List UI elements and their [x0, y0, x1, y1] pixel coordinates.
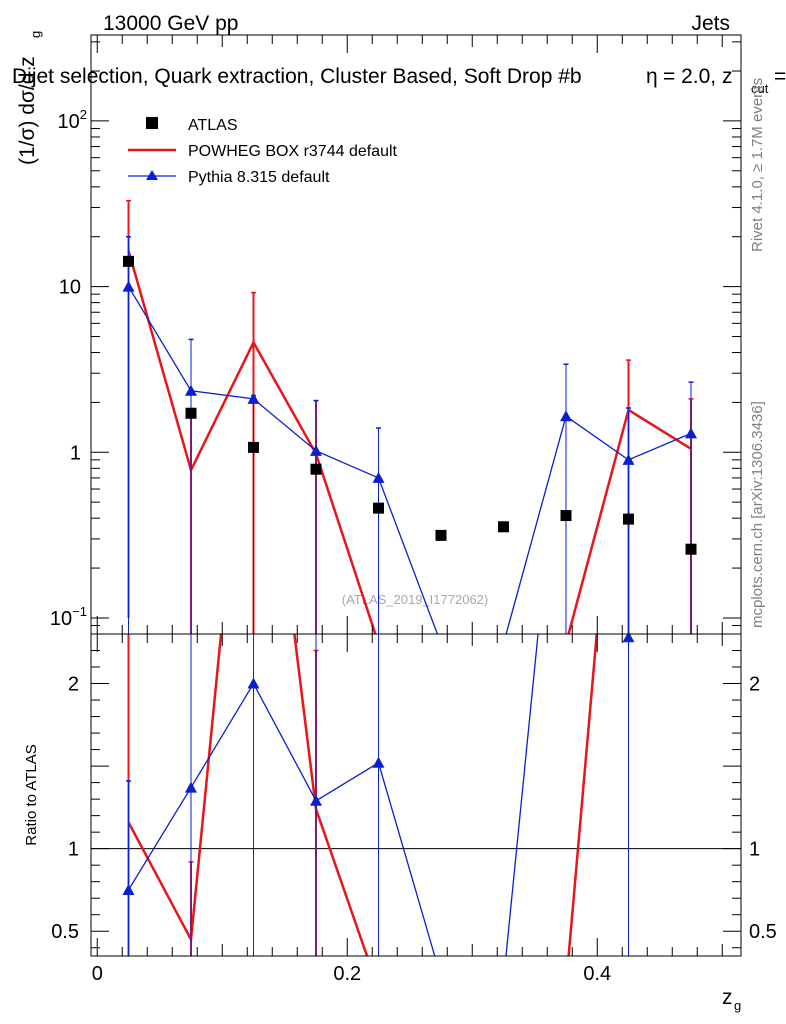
main-point-pythia — [247, 392, 260, 404]
legend-label-pythia: Pythia 8.315 default — [188, 169, 330, 186]
x-label-text: z — [722, 986, 733, 1009]
ratio-line-powheg — [127, 634, 598, 956]
ratio-y-tick-label-right: 1 — [749, 839, 760, 861]
main-y-axis-label: (1/σ) dσ/d z g — [16, 31, 43, 165]
x-tick-label: 0.2 — [333, 963, 361, 985]
main-point-atlas — [560, 510, 572, 522]
mcplots-label: mcplots.cern.ch [arXiv:1306.3436] — [749, 401, 766, 628]
plot-title-text: Dijet selection, Quark extraction, Clust… — [12, 65, 582, 88]
legend-label-powheg: POWHEG BOX r3744 default — [188, 143, 398, 160]
main-point-atlas — [123, 255, 134, 267]
x-tick-label: 0.4 — [583, 963, 611, 985]
ratio-point-pythia — [685, 182, 697, 193]
x-axis-label: z g — [722, 986, 741, 1013]
ratio-y-tick-label-left: 1 — [68, 839, 79, 861]
main-point-atlas — [623, 513, 634, 525]
ratio-series-layer — [91, 182, 741, 986]
ratio-point-pythia — [498, 975, 510, 986]
main-series-layer — [122, 199, 697, 649]
ratio-y-axis-label: Ratio to ATLAS — [23, 744, 40, 845]
category-label: Jets — [691, 12, 730, 35]
legend-marker-atlas — [146, 117, 158, 129]
x-tick-label: 0 — [92, 963, 103, 985]
ratio-point-pythia — [310, 794, 322, 806]
ratio-point-pythia — [122, 883, 135, 895]
legend-marker-pythia — [146, 170, 158, 180]
main-point-atlas — [373, 502, 384, 514]
main-y-tick-label: 10 — [59, 277, 81, 299]
ratio-line-pythia — [127, 634, 630, 956]
ratio-point-pythia — [247, 677, 260, 689]
main-point-pythia — [435, 638, 447, 649]
main-point-pythia — [122, 280, 135, 292]
main-point-atlas — [685, 543, 697, 555]
main-y-label-sub: g — [28, 31, 43, 38]
x-label-sub: g — [734, 998, 741, 1013]
main-point-atlas — [185, 407, 197, 419]
ratio-point-pythia — [185, 781, 197, 793]
main-y-tick-label: 1 — [70, 442, 81, 464]
main-point-atlas — [310, 463, 322, 475]
ratio-point-pythia — [372, 756, 385, 768]
main-point-atlas — [435, 529, 447, 541]
ratio-plot-frame — [90, 633, 742, 957]
ratio-point-pythia — [560, 347, 572, 358]
ratio-point-pythia — [435, 971, 447, 982]
main-point-atlas — [498, 521, 509, 533]
ratio-y-tick-label-right: 2 — [749, 674, 760, 696]
legend-label-atlas: ATLAS — [188, 117, 238, 134]
plot-title-cut-end: = — [774, 65, 786, 88]
main-y-tick-label: 102 — [58, 107, 87, 133]
plot-title-beta: η — [646, 65, 658, 88]
ratio-y-tick-label-left: 2 — [68, 674, 79, 696]
main-y-tick-label: 10−1 — [50, 604, 87, 630]
ratio-point-pythia — [622, 634, 635, 643]
main-point-pythia — [560, 410, 572, 422]
rivet-label: Rivet 4.1.0, ≥ 1.7M events — [749, 78, 766, 252]
main-point-pythia — [498, 638, 510, 649]
main-point-atlas — [248, 441, 259, 453]
ratio-y-tick-label-left: 0.5 — [51, 921, 79, 943]
energy-label: 13000 GeV pp — [103, 12, 238, 35]
main-y-label-text: (1/σ) dσ/d z — [16, 56, 39, 165]
plot-title: Dijet selection, Quark extraction, Clust… — [12, 65, 786, 96]
main-point-pythia — [622, 453, 635, 465]
legend: ATLAS POWHEG BOX r3744 default Pythia 8.… — [128, 117, 398, 186]
main-point-pythia — [685, 427, 697, 439]
main-point-pythia — [310, 444, 322, 456]
plot-title-cut: = 2.0, z — [663, 65, 732, 88]
main-point-pythia — [372, 471, 385, 483]
main-line-pythia — [127, 286, 692, 634]
plot-title-cut-sub: cut — [751, 81, 769, 96]
main-point-pythia — [185, 384, 197, 396]
ratio-y-tick-label-right: 0.5 — [749, 921, 777, 943]
main-line-powheg — [127, 250, 692, 634]
